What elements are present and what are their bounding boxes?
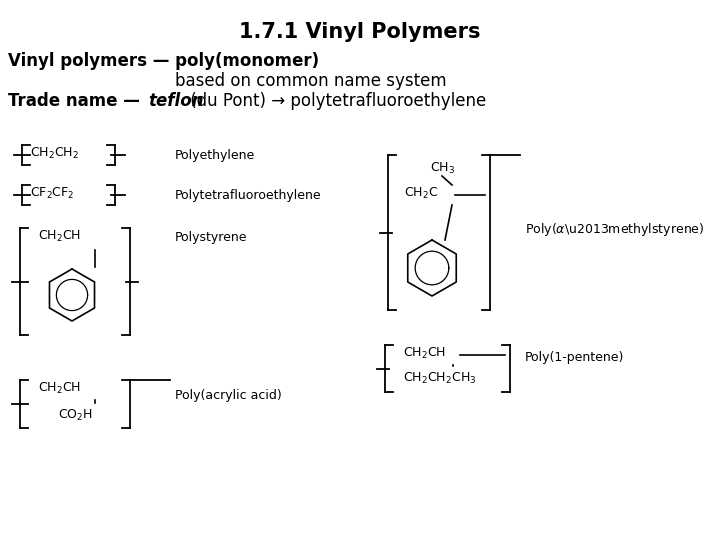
Text: based on common name system: based on common name system	[175, 72, 446, 90]
Text: $\mathregular{CO_2H}$: $\mathregular{CO_2H}$	[58, 408, 93, 422]
Text: $\mathregular{CH_2CH}$: $\mathregular{CH_2CH}$	[38, 381, 81, 395]
Text: $\mathregular{CH_2CH_2}$: $\mathregular{CH_2CH_2}$	[30, 145, 79, 160]
Text: $\mathregular{CH_2C}$: $\mathregular{CH_2C}$	[404, 185, 438, 200]
Text: $\mathregular{CH_2CH_2CH_3}$: $\mathregular{CH_2CH_2CH_3}$	[403, 370, 477, 386]
Text: Polytetrafluoroethylene: Polytetrafluoroethylene	[175, 188, 322, 201]
Text: teflon: teflon	[148, 92, 204, 110]
Text: $\mathregular{CF_2CF_2}$: $\mathregular{CF_2CF_2}$	[30, 185, 75, 200]
Text: Vinyl polymers — poly(monomer): Vinyl polymers — poly(monomer)	[8, 52, 319, 70]
Text: 1.7.1 Vinyl Polymers: 1.7.1 Vinyl Polymers	[239, 22, 481, 42]
Text: $\mathregular{CH_3}$: $\mathregular{CH_3}$	[430, 160, 455, 176]
Text: Polystyrene: Polystyrene	[175, 232, 248, 245]
Text: Poly($\alpha$\u2013methylstyrene): Poly($\alpha$\u2013methylstyrene)	[525, 221, 704, 239]
Text: Poly(1-pentene): Poly(1-pentene)	[525, 350, 624, 363]
Text: Polyethylene: Polyethylene	[175, 148, 256, 161]
Text: $\mathregular{CH_2CH}$: $\mathregular{CH_2CH}$	[403, 346, 446, 361]
Text: Trade name —: Trade name —	[8, 92, 145, 110]
Text: Poly(acrylic acid): Poly(acrylic acid)	[175, 388, 282, 402]
Text: (du Pont) → polytetrafluoroethylene: (du Pont) → polytetrafluoroethylene	[185, 92, 486, 110]
Text: $\mathregular{CH_2CH}$: $\mathregular{CH_2CH}$	[38, 228, 81, 244]
